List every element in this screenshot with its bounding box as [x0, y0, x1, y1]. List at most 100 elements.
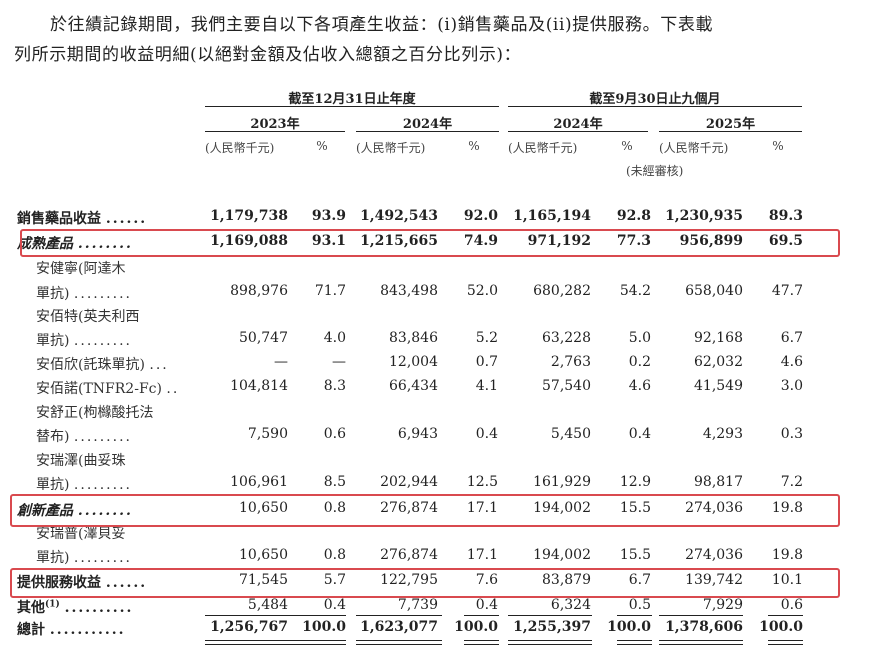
row-label: 銷售藥品收益: [17, 211, 101, 227]
cell-pct: 19.8: [771, 547, 803, 563]
row-label: 單抗): [36, 550, 70, 566]
table-row-anbaixin: 安佰欣(託珠單抗) ... — — 12,004 0.7 2,763 0.2 6…: [0, 354, 881, 378]
subtotal-rule: [205, 615, 345, 616]
unit-label: (人民幣千元): [205, 141, 275, 155]
cell-pct: 92.0: [463, 208, 498, 224]
row-dots: ......: [105, 575, 148, 591]
row-dots: ...: [149, 357, 169, 373]
cell-pct: 71.7: [314, 283, 346, 299]
table-row-service-revenue: 提供服務收益 ...... 71,545 5.7 122,795 7.6 83,…: [0, 572, 881, 596]
table-row-anshuzheng-label: 安舒正(枸櫞酸托法: [0, 402, 881, 426]
cell-value: 1,215,665: [360, 233, 438, 249]
cell-pct: 6.7: [628, 572, 651, 588]
cell-value: 12,004: [389, 354, 438, 370]
row-label: 安瑞澤(曲妥珠: [36, 453, 126, 469]
table-row-anruipu-label: 安瑞普(澤貝妥: [0, 523, 881, 547]
total-double-rule: [617, 640, 652, 645]
row-label: 其他: [17, 600, 45, 616]
cell-value: 83,846: [389, 330, 438, 346]
cell-pct: 3.0: [780, 378, 803, 394]
cell-pct: 0.3: [780, 426, 803, 442]
cell-value: 10,650: [239, 500, 288, 516]
intro-line-1: 於往績記錄期間，我們主要自以下各項產生收益：(i)銷售藥品及(ii)提供服務。下…: [50, 15, 714, 35]
cell-value: 7,739: [397, 597, 438, 613]
unit-label: (人民幣千元): [659, 141, 729, 155]
cell-pct: 47.7: [771, 283, 803, 299]
cell-pct: 0.4: [475, 597, 498, 613]
cell-pct: 0.7: [475, 354, 498, 370]
cell-pct: 10.1: [771, 572, 803, 588]
cell-value: 680,282: [533, 283, 591, 299]
cell-value: 66,434: [389, 378, 438, 394]
cell-value: 106,961: [230, 474, 288, 490]
cell-value: 276,874: [380, 500, 438, 516]
cell-pct: —: [332, 354, 346, 370]
cell-value: 63,228: [542, 330, 591, 346]
year-2024: 2024年: [402, 117, 453, 132]
cell-pct: 4.1: [475, 378, 498, 394]
cell-pct: 0.5: [628, 597, 651, 613]
row-label: 總計: [17, 622, 45, 638]
cell-pct: 100.0: [607, 619, 651, 635]
cell-value: 202,944: [380, 474, 438, 490]
cell-value: 1,179,738: [210, 208, 288, 224]
row-dots: ......: [105, 211, 148, 227]
cell-value: 1,378,606: [665, 619, 743, 635]
cell-pct: 7.2: [780, 474, 803, 490]
row-label: 替布): [36, 429, 70, 445]
cell-value: 5,484: [247, 597, 288, 613]
cell-pct: 4.6: [628, 378, 651, 394]
year-rule: [659, 131, 802, 132]
cell-pct: 74.9: [463, 233, 498, 249]
cell-value: 122,795: [380, 572, 438, 588]
highlight-box-service-revenue: [10, 568, 840, 598]
row-dots: ........: [77, 503, 133, 519]
cell-pct: 8.5: [323, 474, 346, 490]
row-dots: .........: [73, 477, 132, 493]
cell-value: 1,165,194: [513, 208, 591, 224]
intro-line-2: 列所示期間的收益明細(以絕對金額及佔收入總額之百分比列示)：: [14, 45, 522, 65]
year-2023: 2023年: [250, 117, 300, 132]
unit-label: (人民幣千元): [508, 141, 578, 155]
footnote-marker: (1): [45, 599, 60, 610]
cell-value: 7,929: [702, 597, 743, 613]
cell-pct: 52.0: [466, 283, 498, 299]
total-double-rule: [205, 640, 345, 645]
cell-value: 1,169,088: [210, 233, 288, 249]
subtotal-rule: [464, 615, 499, 616]
row-dots: .........: [73, 333, 132, 349]
row-label: 安瑞普(澤貝妥: [36, 526, 126, 542]
period-rule: [508, 106, 802, 107]
row-label: 安佰欣(託珠單抗): [36, 357, 145, 373]
row-dots: .........: [73, 429, 132, 445]
cell-value: 161,929: [533, 474, 591, 490]
cell-value: 898,976: [230, 283, 288, 299]
year-2024-nine-months: 2024年: [553, 117, 603, 132]
cell-pct: 0.8: [323, 500, 346, 516]
cell-pct: 5.2: [475, 330, 498, 346]
cell-pct: 6.7: [780, 330, 803, 346]
period-rule: [205, 106, 499, 107]
unaudited-note: (未經審核): [626, 164, 684, 178]
cell-value: 6,324: [550, 597, 591, 613]
table-row-anjianning-label: 安健寧(阿達木: [0, 258, 881, 282]
table-row-others: 其他(1) .......... 5,484 0.4 7,739 0.4 6,3…: [0, 597, 881, 621]
row-dots: ........: [77, 236, 133, 252]
cell-value: 57,540: [542, 378, 591, 394]
cell-pct: 69.5: [768, 233, 803, 249]
table-row-anbaite-label: 安佰特(英夫利西: [0, 306, 881, 330]
cell-value: 71,545: [239, 572, 288, 588]
cell-value: 50,747: [239, 330, 288, 346]
subtotal-rule: [508, 615, 592, 616]
highlight-box-innovative-products: [10, 494, 840, 527]
cell-value: 5,450: [550, 426, 591, 442]
row-dots: ..........: [64, 600, 134, 616]
table-row-anshuzheng: 替布) ......... 7,590 0.6 6,943 0.4 5,450 …: [0, 426, 881, 450]
cell-pct: 15.5: [619, 547, 651, 563]
pct-label: %: [772, 139, 784, 153]
cell-pct: 12.5: [466, 474, 498, 490]
row-dots: ..: [166, 381, 180, 397]
year-2025-nine-months: 2025年: [705, 117, 756, 132]
table-row-anruize: 單抗) ......... 106,961 8.5 202,944 12.5 1…: [0, 474, 881, 498]
cell-value: 41,549: [694, 378, 743, 394]
